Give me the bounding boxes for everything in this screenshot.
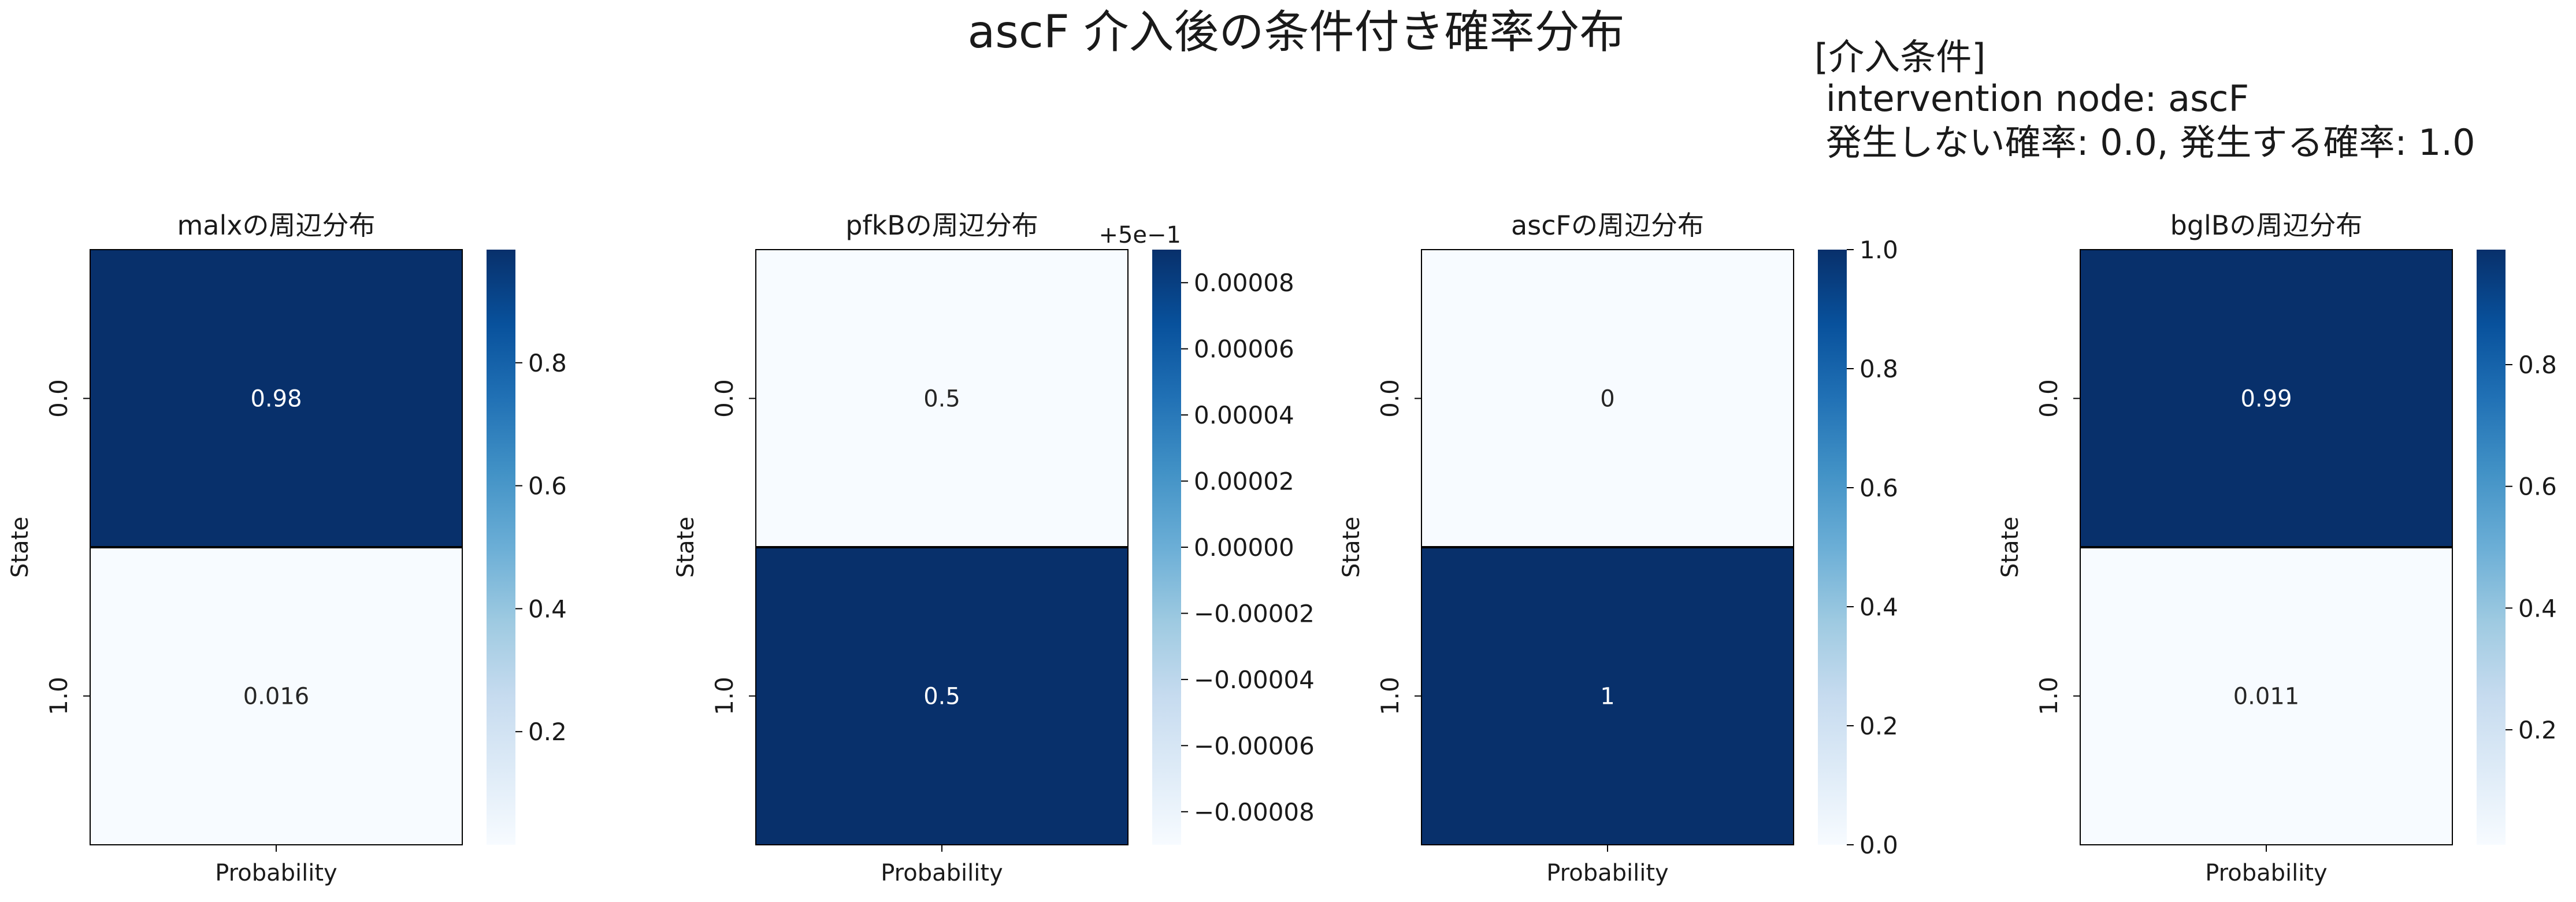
- intervention-annotation: [介入条件] intervention node: ascF 発生しない確率: …: [1814, 36, 2475, 164]
- colorbar-tick-label: 0.8: [528, 349, 567, 377]
- annotation-intervention-node: intervention node: ascF: [1814, 77, 2249, 120]
- heatmap-title: bglBの周辺分布: [2170, 210, 2363, 241]
- figure-title: ascF 介入後の条件付き確率分布: [968, 6, 1625, 58]
- colorbar-tick-label: 0.00004: [1194, 401, 1294, 429]
- colorbar-tick-label: 0.2: [2518, 716, 2557, 744]
- colorbar-tick-label: 0.2: [528, 718, 567, 746]
- colorbar-tick-label: −0.00002: [1194, 599, 1315, 628]
- annotation-probabilities: 発生しない確率: 0.0, 発生する確率: 1.0: [1814, 121, 2475, 164]
- y-tick-label: 1.0: [710, 677, 738, 715]
- heatmap-panel-4: 0.99 0.011 bglBの周辺分布 0.0 1.0 State Probability…: [1997, 210, 2557, 886]
- x-tick-label: Probability: [881, 860, 1003, 886]
- heatmap-title: ascFの周辺分布: [1511, 210, 1704, 241]
- colorbar-tick-label: 0.0: [1859, 831, 1898, 859]
- colorbar-offset-label: +5e−1: [1098, 222, 1181, 248]
- heatmap-cell-label: 0.5: [923, 684, 960, 710]
- colorbar-tick-label: 0.4: [2518, 594, 2557, 622]
- colorbar-tick-label: 0.00008: [1194, 269, 1294, 297]
- colorbar-tick-label: 0.00000: [1194, 533, 1294, 562]
- y-axis-label: State: [1338, 517, 1365, 578]
- heatmap-cell-label: 0.016: [243, 684, 310, 710]
- heatmap-cell-label: 0: [1600, 386, 1614, 413]
- colorbar: [1818, 250, 1847, 845]
- heatmap-cell: [2080, 250, 2452, 547]
- heatmap-cell: [90, 547, 462, 845]
- heatmap-cell: [1421, 547, 1794, 845]
- heatmap-cell: [756, 547, 1128, 845]
- y-tick-label: 0.0: [1376, 379, 1404, 418]
- y-axis-label: State: [1997, 517, 2024, 578]
- colorbar-tick-label: −0.00006: [1194, 732, 1315, 760]
- colorbar-tick-label: 0.6: [528, 472, 567, 500]
- colorbar-tick-label: 0.6: [1859, 474, 1898, 502]
- colorbar-tick-label: 0.8: [1859, 355, 1898, 383]
- colorbar-tick-label: 0.00006: [1194, 335, 1294, 363]
- heatmap-title: malxの周辺分布: [177, 210, 375, 241]
- x-tick-label: Probability: [1546, 860, 1668, 886]
- heatmap-cell: [90, 250, 462, 547]
- heatmap-cell: [756, 250, 1128, 547]
- heatmap-panel-1: 0.98 0.016 malxの周辺分布 0.0 1.0 State Probability…: [7, 210, 567, 886]
- colorbar-tick-label: 0.00002: [1194, 467, 1294, 496]
- y-axis-label: State: [7, 517, 34, 578]
- y-tick-label: 0.0: [710, 379, 738, 418]
- colorbar-tick-label: 0.2: [1859, 712, 1898, 740]
- colorbar: [2477, 250, 2506, 845]
- colorbar-tick-label: −0.00004: [1194, 666, 1315, 694]
- heatmap-panel-3: 0 1 ascFの周辺分布 0.0 1.0 State Probability 0.0 0.2 0…: [1338, 210, 1898, 886]
- y-tick-label: 0.0: [44, 379, 73, 418]
- y-tick-label: 0.0: [2035, 379, 2063, 418]
- y-tick-label: 1.0: [1376, 677, 1404, 715]
- heatmap-cell-label: 0.011: [2233, 684, 2300, 710]
- colorbar: [487, 250, 515, 845]
- colorbar-tick-label: 0.4: [528, 595, 567, 623]
- colorbar-tick-label: 0.8: [2518, 351, 2557, 379]
- y-tick-label: 1.0: [2035, 677, 2063, 715]
- x-tick-label: Probability: [2205, 860, 2327, 886]
- colorbar-tick-label: 0.6: [2518, 473, 2557, 501]
- heatmap-cell-label: 1: [1600, 684, 1614, 710]
- colorbar-tick-label: 1.0: [1859, 236, 1898, 264]
- colorbar-tick-label: 0.4: [1859, 593, 1898, 621]
- y-tick-label: 1.0: [44, 677, 73, 715]
- colorbar: [1152, 250, 1181, 845]
- colorbar-tick-label: −0.00008: [1194, 798, 1315, 826]
- x-tick-label: Probability: [215, 860, 337, 886]
- heatmap-cell-label: 0.99: [2240, 386, 2292, 413]
- heatmap-cell-label: 0.98: [250, 386, 302, 413]
- heatmap-cell: [2080, 547, 2452, 845]
- y-axis-label: State: [673, 517, 699, 578]
- heatmap-cell-label: 0.5: [923, 386, 960, 413]
- heatmap-cell: [1421, 250, 1794, 547]
- annotation-heading: [介入条件]: [1814, 36, 1985, 78]
- heatmap-title: pfkBの周辺分布: [845, 210, 1038, 241]
- heatmap-panel-2: 0.5 0.5 pfkBの周辺分布 0.0 1.0 State Probability −0.…: [673, 210, 1315, 886]
